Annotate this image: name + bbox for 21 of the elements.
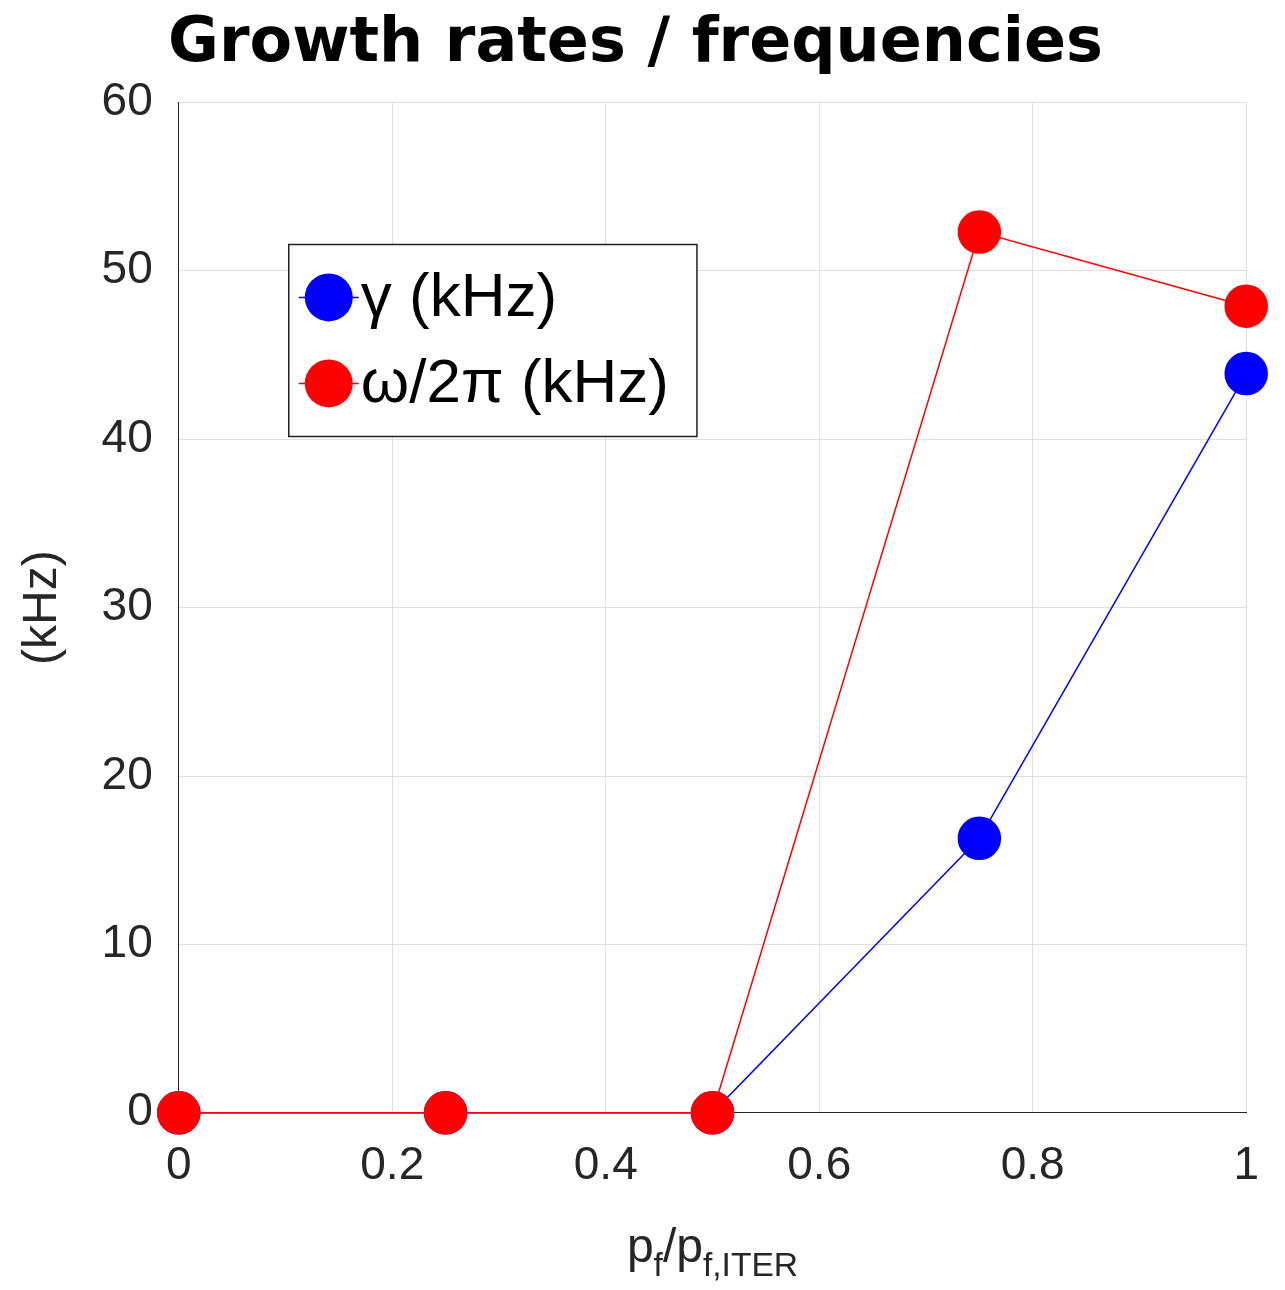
y-tick-label: 50: [101, 241, 153, 294]
point: [1224, 351, 1268, 396]
point: [1224, 284, 1268, 328]
y-tick-label: 20: [101, 746, 153, 799]
point: [957, 210, 1002, 254]
y-tick-label: 30: [101, 578, 153, 631]
y-tick-label: 0: [127, 1083, 153, 1136]
x-tick-label: 0.4: [573, 1137, 638, 1190]
x-tick-label: 0.2: [360, 1137, 425, 1190]
x-tick-label: 0.6: [787, 1137, 852, 1190]
point: [957, 816, 1002, 861]
x-tick-label: 0.8: [1000, 1137, 1065, 1190]
legend-label: ω/2π (kHz): [360, 346, 669, 416]
y-axis-title: (kHz): [13, 550, 67, 665]
legend-label: γ (kHz): [360, 260, 558, 330]
chart-title: Growth rates / frequencies: [168, 3, 1103, 77]
x-tick-label: 0: [165, 1137, 192, 1190]
y-tick-label: 40: [101, 409, 153, 462]
y-tick-label: 60: [101, 73, 153, 126]
x-tick-label: 1: [1233, 1137, 1260, 1190]
y-tick-label: 10: [101, 915, 153, 968]
